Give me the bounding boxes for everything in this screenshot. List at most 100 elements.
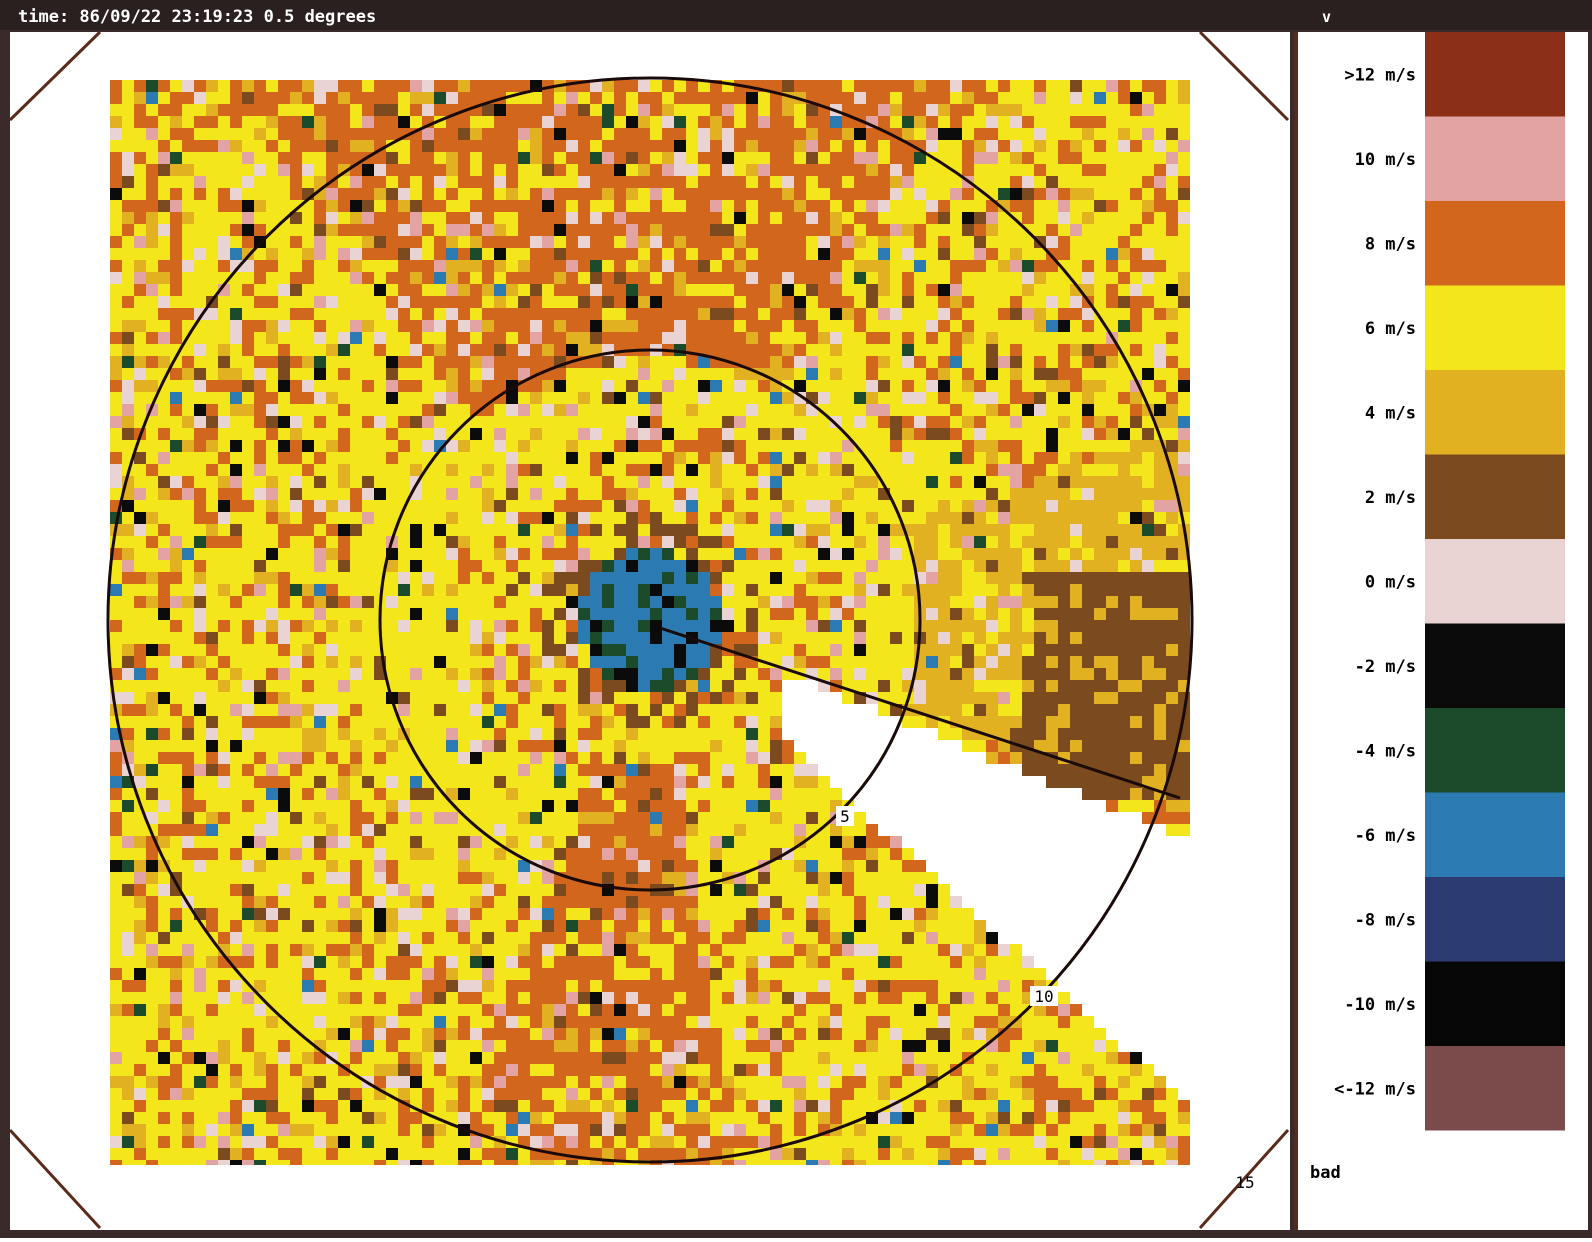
radar-cell	[914, 188, 926, 200]
radar-cell	[1010, 116, 1022, 128]
radar-cell	[338, 380, 350, 392]
radar-cell	[782, 560, 794, 572]
radar-cell	[998, 596, 1010, 608]
radar-cell	[578, 452, 590, 464]
radar-cell	[950, 152, 962, 164]
radar-cell	[506, 392, 518, 404]
radar-cell	[422, 476, 434, 488]
radar-cell	[374, 272, 386, 284]
radar-cell	[626, 236, 638, 248]
radar-cell	[938, 92, 950, 104]
radar-cell	[170, 452, 182, 464]
radar-cell	[398, 224, 410, 236]
radar-cell	[242, 740, 254, 752]
radar-cell	[170, 80, 182, 92]
radar-cell	[914, 548, 926, 560]
radar-cell	[182, 548, 194, 560]
radar-cell	[410, 704, 422, 716]
radar-cell	[830, 296, 842, 308]
radar-cell	[998, 728, 1010, 740]
radar-cell	[458, 716, 470, 728]
radar-cell	[902, 620, 914, 632]
radar-cell	[362, 524, 374, 536]
radar-cell	[146, 344, 158, 356]
radar-cell	[674, 560, 686, 572]
radar-cell	[854, 212, 866, 224]
radar-cell	[878, 644, 890, 656]
radar-cell	[950, 584, 962, 596]
radar-cell	[650, 152, 662, 164]
radar-cell	[950, 512, 962, 524]
radar-cell	[398, 668, 410, 680]
radar-cell	[638, 548, 650, 560]
radar-cell	[494, 440, 506, 452]
radar-cell	[830, 704, 842, 716]
radar-cell	[182, 656, 194, 668]
radar-cell	[1106, 464, 1118, 476]
radar-cell	[902, 332, 914, 344]
radar-cell	[446, 368, 458, 380]
radar-cell	[878, 716, 890, 728]
radar-cell	[662, 584, 674, 596]
radar-cell	[134, 308, 146, 320]
radar-cell	[518, 212, 530, 224]
radar-cell	[770, 608, 782, 620]
radar-cell	[914, 452, 926, 464]
radar-cell	[722, 464, 734, 476]
radar-cell	[506, 656, 518, 668]
radar-cell	[722, 308, 734, 320]
radar-cell	[158, 176, 170, 188]
radar-cell	[314, 560, 326, 572]
radar-cell	[950, 728, 962, 740]
radar-cell	[278, 320, 290, 332]
radar-cell	[746, 344, 758, 356]
radar-cell	[566, 308, 578, 320]
radar-cell	[470, 392, 482, 404]
radar-cell	[1094, 656, 1106, 668]
radar-cell	[458, 320, 470, 332]
radar-cell	[146, 668, 158, 680]
radar-cell	[410, 656, 422, 668]
radar-cell	[374, 224, 386, 236]
radar-cell	[962, 380, 974, 392]
radar-cell	[1166, 620, 1178, 632]
radar-cell	[806, 128, 818, 140]
radar-cell	[1058, 140, 1070, 152]
radar-cell	[374, 296, 386, 308]
radar-cell	[554, 488, 566, 500]
radar-cell	[230, 284, 242, 296]
radar-cell	[710, 620, 722, 632]
radar-cell	[1130, 80, 1142, 92]
radar-cell	[314, 512, 326, 524]
radar-cell	[110, 80, 122, 92]
radar-cell	[386, 584, 398, 596]
radar-cell	[170, 500, 182, 512]
radar-cell	[938, 512, 950, 524]
radar-cell	[170, 176, 182, 188]
radar-cell	[410, 584, 422, 596]
radar-cell	[134, 668, 146, 680]
radar-cell	[254, 584, 266, 596]
radar-cell	[350, 680, 362, 692]
radar-cell	[506, 404, 518, 416]
radar-cell	[662, 236, 674, 248]
radar-cell	[158, 716, 170, 728]
radar-cell	[986, 428, 998, 440]
radar-cell	[350, 596, 362, 608]
radar-cell	[1070, 260, 1082, 272]
radar-cell	[362, 440, 374, 452]
radar-cell	[830, 128, 842, 140]
radar-cell	[926, 728, 938, 740]
radar-cell	[578, 428, 590, 440]
radar-cell	[1118, 584, 1130, 596]
radar-cell	[1118, 308, 1130, 320]
radar-cell	[986, 308, 998, 320]
radar-cell	[674, 80, 686, 92]
radar-cell	[1058, 224, 1070, 236]
radar-cell	[254, 572, 266, 584]
radar-cell	[458, 404, 470, 416]
radar-cell	[530, 512, 542, 524]
radar-cell	[1178, 212, 1190, 224]
radar-cell	[278, 284, 290, 296]
radar-cell	[794, 380, 806, 392]
